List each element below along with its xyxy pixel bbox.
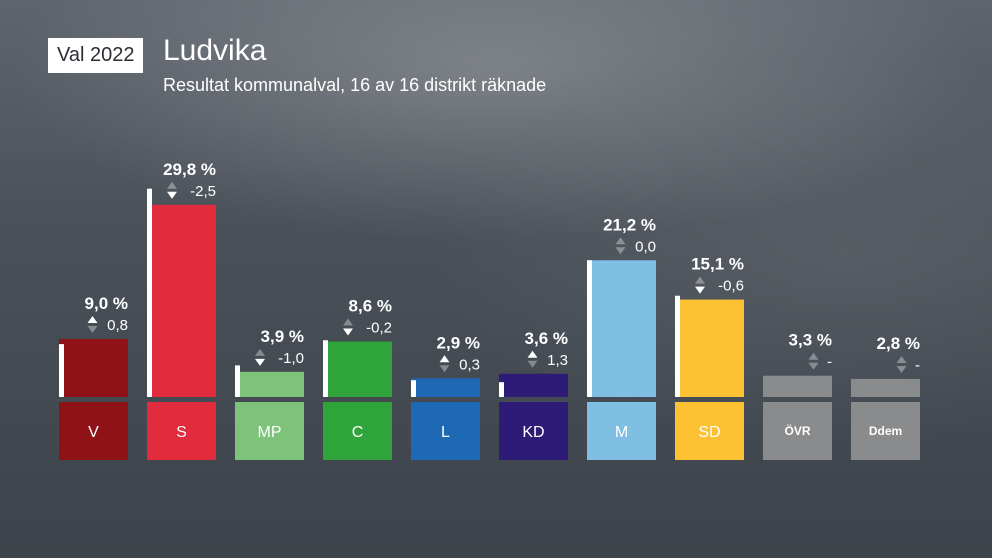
change-label-l: 0,3 xyxy=(459,356,480,373)
previous-marker-c xyxy=(323,340,328,397)
value-label-kd: 3,6 % xyxy=(525,329,568,348)
change-label-ddem: - xyxy=(915,357,920,374)
value-label-mp: 3,9 % xyxy=(261,327,304,346)
change-up-arrow-icon xyxy=(255,348,265,356)
change-up-arrow-icon xyxy=(87,315,98,323)
party-box-sd xyxy=(675,402,744,460)
bar-l xyxy=(411,378,480,397)
value-label-m: 21,2 % xyxy=(603,215,656,234)
change-up-arrow-icon xyxy=(439,355,450,363)
value-label-v: 9,0 % xyxy=(85,294,128,313)
previous-marker-m xyxy=(587,260,592,397)
change-label-c: -0,2 xyxy=(366,320,392,337)
previous-marker-v xyxy=(59,344,64,397)
change-label-s: -2,5 xyxy=(190,183,216,200)
value-label-ddem: 2,8 % xyxy=(877,334,920,353)
change-down-arrow-icon xyxy=(87,325,98,333)
change-down-arrow-icon xyxy=(439,365,450,373)
change-label-ovr: - xyxy=(827,354,832,371)
previous-marker-mp xyxy=(235,365,240,397)
change-down-arrow-icon xyxy=(695,286,705,294)
previous-marker-l xyxy=(411,380,416,397)
party-box-ddem xyxy=(851,402,920,460)
change-up-arrow-icon xyxy=(695,276,705,284)
party-label-v: V xyxy=(88,424,99,441)
chart-title: Ludvika xyxy=(163,34,267,67)
bar-m xyxy=(587,260,656,397)
previous-marker-s xyxy=(147,188,152,397)
value-label-sd: 15,1 % xyxy=(691,255,744,274)
party-label-s: S xyxy=(176,424,187,441)
party-box-mp xyxy=(235,402,304,460)
bar-ovr xyxy=(763,375,832,397)
party-label-sd: SD xyxy=(698,424,720,441)
bar-mp xyxy=(235,371,304,397)
change-label-sd: -0,6 xyxy=(718,278,744,295)
change-down-arrow-icon xyxy=(167,191,177,199)
party-box-l xyxy=(411,402,480,460)
party-box-kd xyxy=(499,402,568,460)
change-down-arrow-icon xyxy=(527,360,538,368)
party-label-mp: MP xyxy=(258,424,282,441)
change-up-arrow-icon xyxy=(527,350,538,358)
change-label-m: 0,0 xyxy=(635,238,656,255)
election-year-badge: Val 2022 xyxy=(48,38,144,73)
change-up-arrow-icon xyxy=(615,237,626,245)
change-label-mp: -1,0 xyxy=(278,350,304,367)
change-up-arrow-icon xyxy=(896,355,907,363)
party-label-c: C xyxy=(352,424,364,441)
party-label-m: M xyxy=(615,424,628,441)
change-down-arrow-icon xyxy=(615,247,626,255)
party-label-ovr: ÖVR xyxy=(784,423,810,438)
change-up-arrow-icon xyxy=(167,181,177,189)
change-down-arrow-icon xyxy=(808,362,819,370)
change-down-arrow-icon xyxy=(896,365,907,373)
value-label-c: 8,6 % xyxy=(349,297,392,316)
bar-s xyxy=(147,204,216,397)
party-box-c xyxy=(323,402,392,460)
bar-sd xyxy=(675,299,744,397)
change-up-arrow-icon xyxy=(808,352,819,360)
party-box-ovr xyxy=(763,402,832,460)
party-box-m xyxy=(587,402,656,460)
value-label-s: 29,8 % xyxy=(163,160,216,179)
party-label-l: L xyxy=(441,424,450,441)
party-label-ddem: Ddem xyxy=(869,424,902,438)
party-box-v xyxy=(59,402,128,460)
party-box-s xyxy=(147,402,216,460)
value-label-l: 2,9 % xyxy=(437,333,480,352)
value-label-ovr: 3,3 % xyxy=(789,331,832,350)
party-label-kd: KD xyxy=(522,424,544,441)
chart-subtitle: Resultat kommunalval, 16 av 16 distrikt … xyxy=(163,75,547,95)
change-label-v: 0,8 xyxy=(107,317,128,334)
change-label-kd: 1,3 xyxy=(547,352,568,369)
bar-kd xyxy=(499,373,568,397)
bar-v xyxy=(59,338,128,397)
previous-marker-kd xyxy=(499,382,504,397)
change-down-arrow-icon xyxy=(343,328,353,336)
change-down-arrow-icon xyxy=(255,358,265,366)
previous-marker-sd xyxy=(675,295,680,397)
bar-c xyxy=(323,341,392,397)
change-up-arrow-icon xyxy=(343,318,353,326)
bar-ddem xyxy=(851,378,920,397)
